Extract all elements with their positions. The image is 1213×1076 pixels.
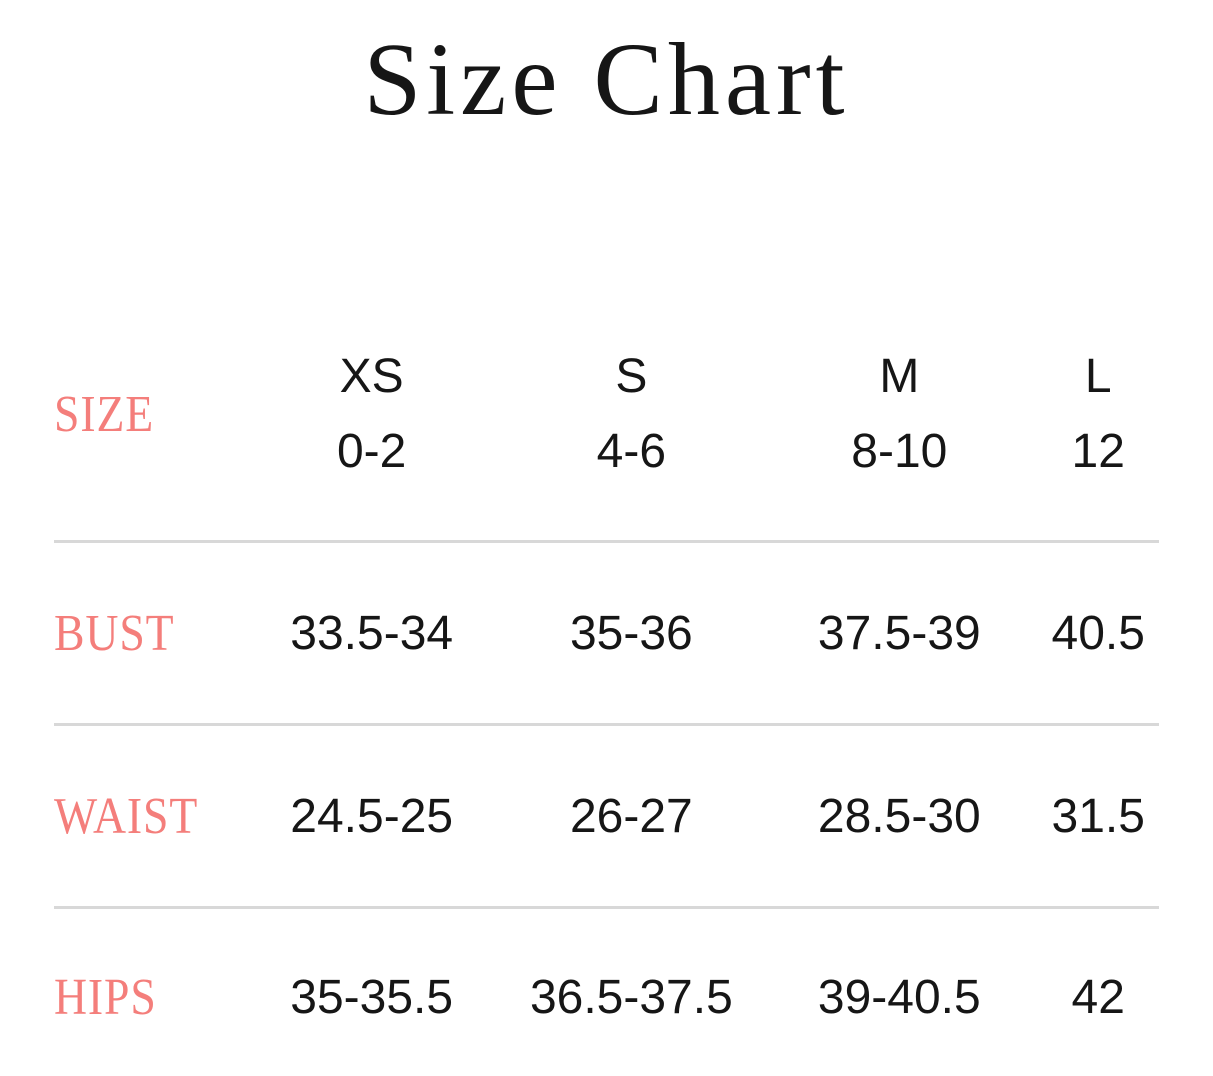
row-label-waist-text: WAIST xyxy=(54,787,199,845)
waist-value-xs: 24.5-25 xyxy=(290,789,454,843)
measurement-row-hips: HIPS 35-35.5 36.5-37.5 39-40.5 42 xyxy=(54,909,1159,1076)
size-column-s: S 4-6 xyxy=(502,349,762,478)
hips-value-s: 36.5-37.5 xyxy=(529,971,733,1024)
bust-value-l: 40.5 xyxy=(1051,606,1145,660)
size-header-row: SIZE XS 0-2 S 4-6 M 8-10 L 12 xyxy=(54,340,1159,543)
row-label-hips-text: HIPS xyxy=(54,969,157,1026)
row-label-size-text: SIZE xyxy=(54,385,155,443)
hips-value-l: 42 xyxy=(1071,971,1125,1024)
size-range-xs: 0-2 xyxy=(336,424,407,478)
row-label-bust-text: BUST xyxy=(54,604,175,662)
size-letter-s: S xyxy=(615,349,648,403)
bust-value-xs: 33.5-34 xyxy=(290,606,454,660)
size-column-xs: XS 0-2 xyxy=(242,349,502,478)
row-label-hips: HIPS xyxy=(54,968,242,1027)
hips-value-xs: 35-35.5 xyxy=(290,971,454,1024)
row-label-bust: BUST xyxy=(54,604,242,663)
bust-value-m: 37.5-39 xyxy=(817,606,981,660)
size-column-m: M 8-10 xyxy=(761,349,1037,478)
size-range-l: 12 xyxy=(1071,424,1125,478)
size-letter-xs: XS xyxy=(339,349,404,403)
size-column-l: L 12 xyxy=(1037,349,1159,478)
row-label-size: SIZE xyxy=(54,385,242,444)
hips-value-m: 39-40.5 xyxy=(817,971,981,1024)
waist-value-l: 31.5 xyxy=(1051,789,1145,843)
waist-value-m: 28.5-30 xyxy=(817,789,981,843)
measurement-row-bust: BUST 33.5-34 35-36 37.5-39 40.5 xyxy=(54,543,1159,726)
measurement-row-waist: WAIST 24.5-25 26-27 28.5-30 31.5 xyxy=(54,726,1159,909)
waist-value-s: 26-27 xyxy=(569,789,693,843)
size-range-s: 4-6 xyxy=(596,424,667,478)
size-chart-table: SIZE XS 0-2 S 4-6 M 8-10 L 12 BUST 33.5-… xyxy=(54,340,1159,1076)
size-range-m: 8-10 xyxy=(851,424,948,478)
bust-value-s: 35-36 xyxy=(569,606,693,660)
page-title: Size Chart xyxy=(363,22,850,137)
size-letter-m: M xyxy=(879,349,920,403)
row-label-waist: WAIST xyxy=(54,787,242,846)
size-letter-l: L xyxy=(1084,349,1112,403)
